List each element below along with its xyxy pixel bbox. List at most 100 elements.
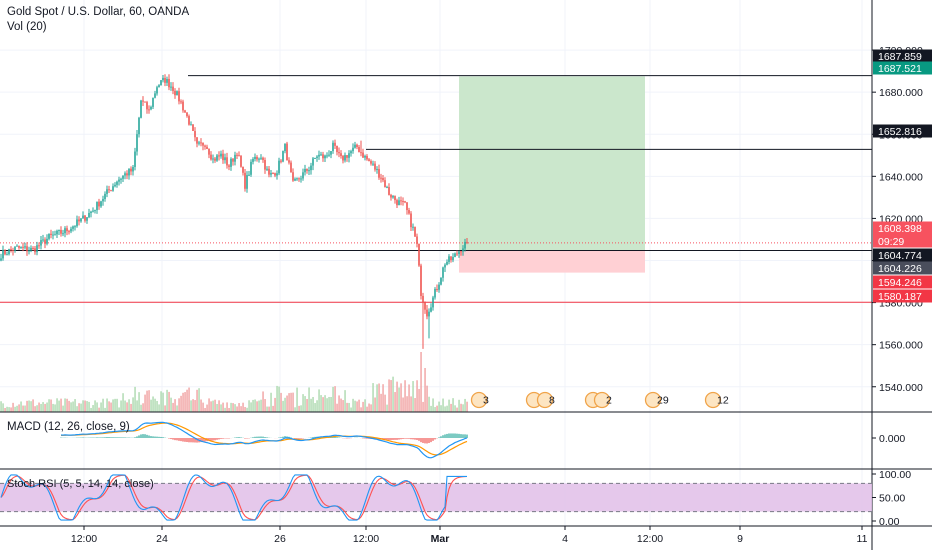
volume-bar <box>344 390 346 412</box>
macd-label[interactable]: MACD (12, 26, close, 9) <box>7 421 130 433</box>
volume-bar <box>388 379 390 412</box>
price-tag-label: 1594.246 <box>878 277 922 289</box>
candle-body <box>148 109 150 111</box>
candle-body <box>188 116 190 125</box>
candle-body <box>204 145 206 147</box>
candle-body <box>128 168 130 176</box>
price-tag-label: 1580.187 <box>878 291 922 303</box>
event-flag-icon <box>593 391 611 409</box>
candle-body <box>288 160 290 163</box>
volume-bar <box>118 407 120 412</box>
macd-histogram-bar <box>102 437 104 438</box>
candle-body <box>162 77 164 81</box>
volume-bar <box>142 403 144 412</box>
macd-histogram-bar <box>426 438 428 444</box>
volume-bar <box>464 398 466 412</box>
volume-bar <box>178 398 180 412</box>
macd-histogram-bar <box>386 438 388 440</box>
volume-bar <box>446 405 448 412</box>
candle-body <box>0 258 2 261</box>
macd-histogram-bar <box>96 437 98 438</box>
volume-bar <box>16 405 18 412</box>
candle-body <box>88 212 90 218</box>
macd-histogram-bar <box>138 435 140 438</box>
candle-body <box>72 226 74 229</box>
candle-body <box>410 213 412 228</box>
volume-bar <box>286 395 288 412</box>
price-tag <box>873 61 932 75</box>
macd-histogram-bar <box>140 434 142 438</box>
volume-bar <box>140 404 142 412</box>
volume-bar <box>222 402 224 412</box>
candle-body <box>452 256 454 261</box>
macd-histogram-bar <box>300 438 302 439</box>
candle-body <box>346 155 348 158</box>
candle-body <box>4 249 6 255</box>
candle-body <box>212 158 214 160</box>
candle-body <box>302 172 304 179</box>
candle-body <box>380 177 382 179</box>
volume-bar <box>226 402 228 412</box>
candle-body <box>422 295 424 303</box>
candle-body <box>46 238 48 244</box>
macd-histogram-bar <box>262 436 264 438</box>
candle-body <box>106 189 108 194</box>
candle-body <box>198 142 200 144</box>
volume-bar <box>20 401 22 412</box>
candle-body <box>430 307 432 312</box>
time-tick-label: 26 <box>274 533 286 545</box>
volume-bar <box>378 383 380 412</box>
macd-histogram-bar <box>168 438 170 439</box>
macd-histogram-bar <box>416 438 418 440</box>
candles <box>0 74 468 349</box>
candle-body <box>236 154 238 156</box>
stoch-rsi-label[interactable]: Stoch RSI (5, 5, 14, 14, close) <box>7 478 154 490</box>
candle-body <box>202 142 204 146</box>
symbol-title[interactable]: Gold Spot / U.S. Dollar, 60, OANDA <box>7 6 190 18</box>
candle-body <box>402 200 404 202</box>
volume-bar <box>328 396 330 412</box>
volume-bar <box>258 400 260 412</box>
volume-bar <box>338 395 340 412</box>
volume-bar <box>272 405 274 412</box>
volume-bar <box>294 407 296 412</box>
macd-histogram-bar <box>176 438 178 441</box>
volume-bar <box>236 406 238 412</box>
candle-body <box>344 155 346 161</box>
volume-label[interactable]: Vol (20) <box>7 21 47 33</box>
candle-body <box>412 226 414 228</box>
candle-body <box>52 234 54 236</box>
volume-bar <box>82 400 84 412</box>
candle-body <box>156 87 158 94</box>
candle-body <box>466 241 468 243</box>
candle-body <box>98 201 100 207</box>
macd-histogram-bar <box>152 436 154 438</box>
volume-bar <box>346 402 348 412</box>
volume-bar <box>306 398 308 412</box>
candle-body <box>280 160 282 162</box>
candle-body <box>182 101 184 111</box>
candle-body <box>372 163 374 165</box>
volume-bar <box>18 404 20 412</box>
candle-body <box>366 156 368 160</box>
macd-histogram-bar <box>368 438 370 439</box>
volume-bar <box>310 398 312 412</box>
price-tag-label: 1687.859 <box>878 51 922 63</box>
event-marker-count: 12 <box>717 395 729 407</box>
candle-body <box>296 178 298 180</box>
volume-bar <box>32 399 34 412</box>
price-tag <box>873 221 932 235</box>
volume-bar <box>392 376 394 412</box>
macd-histogram-bar <box>142 434 144 438</box>
price-tag <box>873 275 932 289</box>
candle-body <box>354 144 356 148</box>
candle-body <box>210 154 212 160</box>
macd-histogram-bar <box>184 438 186 442</box>
macd-histogram-bar <box>114 437 116 438</box>
macd-histogram-bar <box>432 438 434 441</box>
macd-histogram-bar <box>464 434 466 438</box>
candle-body <box>152 97 154 107</box>
candle-body <box>448 256 450 262</box>
volume-bar <box>256 401 258 412</box>
